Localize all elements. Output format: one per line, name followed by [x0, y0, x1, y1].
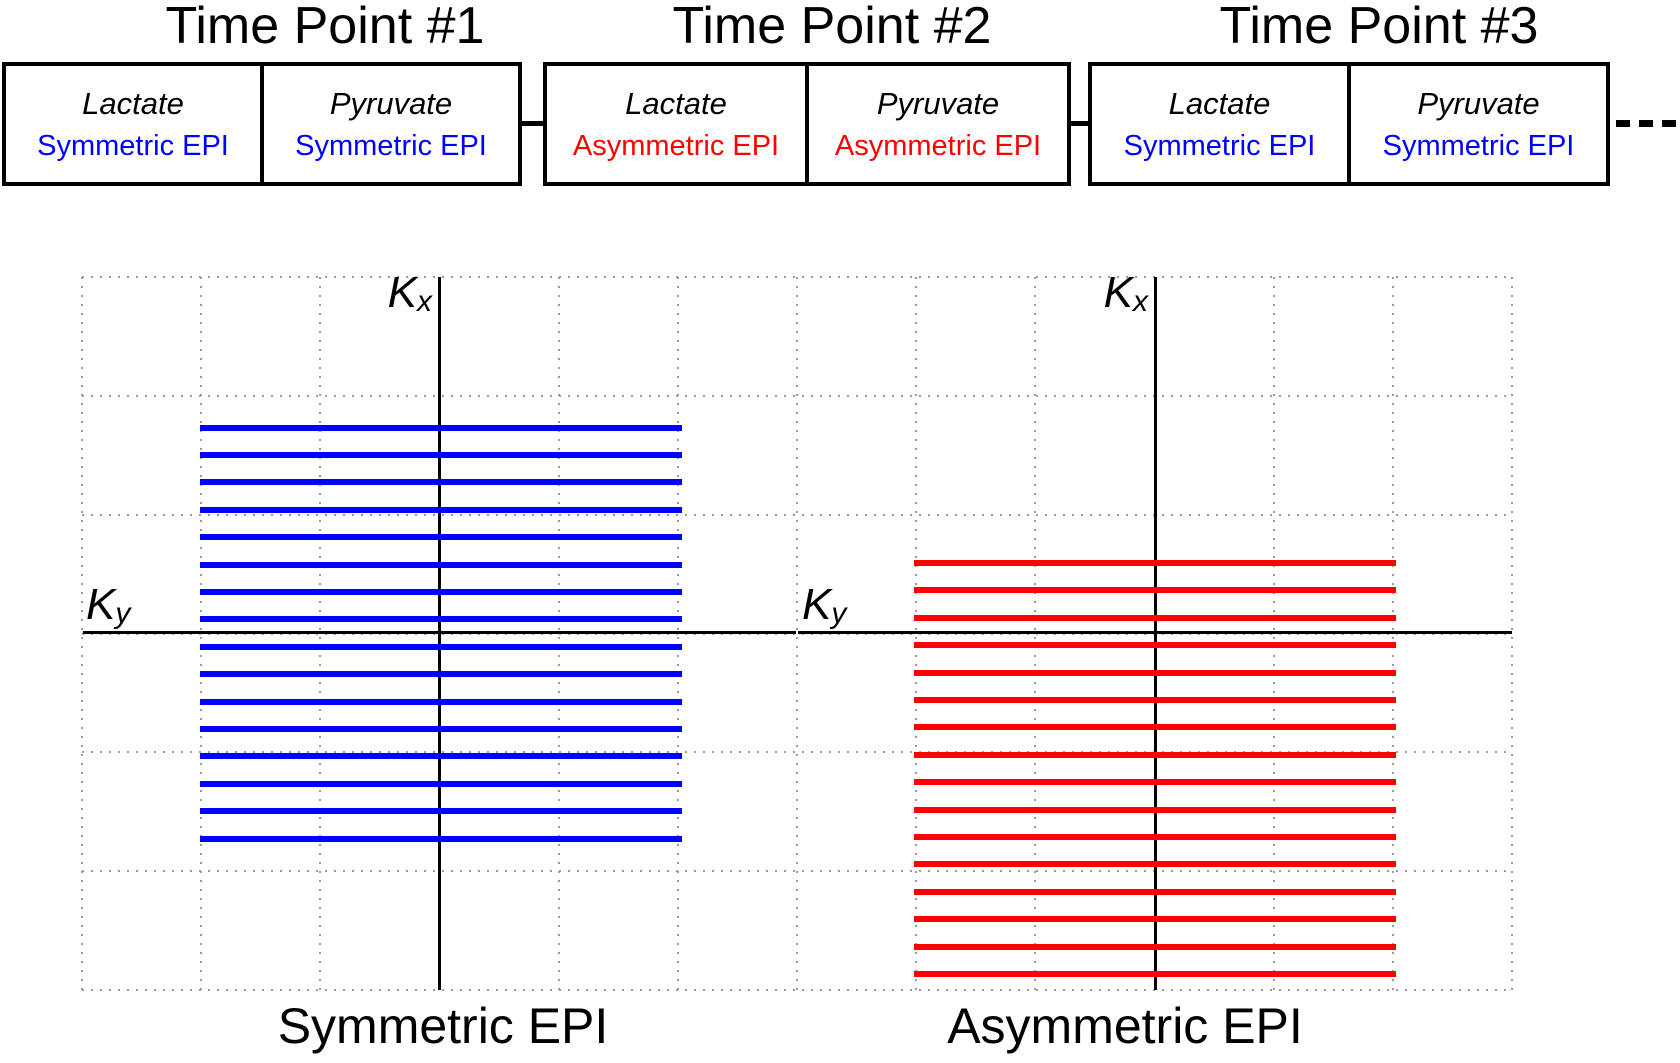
kspace-gridline-horizontal [82, 633, 1512, 635]
metabolite-label: Pyruvate [329, 85, 453, 121]
epi-readout-line [200, 753, 682, 759]
kspace-gridline-horizontal [82, 276, 1512, 278]
epi-readout-line [914, 752, 1396, 758]
epi-readout-line [200, 781, 682, 787]
metabolite-label: Pyruvate [876, 85, 1000, 121]
box-connector-line-1 [520, 121, 545, 126]
caption-symmetric-epi: Symmetric EPI [277, 998, 609, 1054]
caption-asymmetric-epi: Asymmetric EPI [947, 998, 1303, 1054]
kspace-gridline-horizontal [82, 870, 1512, 872]
epi-readout-line [914, 697, 1396, 703]
epi-readout-line [914, 807, 1396, 813]
epi-readout-line [914, 971, 1396, 977]
kx-label-asymmetric: Kx [1103, 268, 1148, 319]
kspace-gridline-horizontal [82, 514, 1512, 516]
ky-label-symmetric: Ky [86, 580, 131, 631]
sequence-cell-lactate: Lactate Asymmetric EPI [547, 66, 805, 182]
metabolite-label: Lactate [625, 85, 727, 121]
epi-readout-line [200, 836, 682, 842]
epi-type-label: Symmetric EPI [295, 129, 487, 162]
kx-label-symmetric: Kx [387, 268, 432, 319]
epi-readout-line [200, 479, 682, 485]
epi-readout-line [200, 452, 682, 458]
metabolite-label: Pyruvate [1417, 85, 1540, 121]
epi-readout-line [914, 834, 1396, 840]
sequence-cell-lactate: Lactate Symmetric EPI [6, 66, 260, 182]
epi-readout-line [200, 507, 682, 513]
sequence-continuation-dashes [1616, 120, 1680, 127]
kspace-gridline-vertical [1511, 277, 1513, 990]
epi-readout-line [200, 562, 682, 568]
epi-readout-line [200, 808, 682, 814]
epi-type-label: Asymmetric EPI [834, 129, 1042, 162]
epi-readout-line [200, 644, 682, 650]
epi-readout-line [200, 425, 682, 431]
time-point-box-2: Lactate Asymmetric EPI Pyruvate Asymmetr… [543, 62, 1071, 186]
metabolite-label: Lactate [1168, 85, 1271, 121]
epi-readout-line [914, 642, 1396, 648]
epi-readout-line [200, 534, 682, 540]
metabolite-label: Lactate [82, 85, 184, 121]
epi-readout-line [914, 560, 1396, 566]
epi-readout-line [914, 861, 1396, 867]
sequence-cell-lactate: Lactate Symmetric EPI [1092, 66, 1347, 182]
epi-type-label: Symmetric EPI [37, 129, 229, 162]
epi-type-label: Asymmetric EPI [572, 129, 780, 162]
epi-readout-line [200, 671, 682, 677]
epi-readout-line [200, 726, 682, 732]
time-point-title-1: Time Point #1 [165, 0, 485, 55]
epi-readout-line [914, 779, 1396, 785]
epi-readout-line [914, 724, 1396, 730]
epi-readout-line [200, 699, 682, 705]
epi-readout-line [914, 670, 1396, 676]
time-point-box-1: Lactate Symmetric EPI Pyruvate Symmetric… [2, 62, 522, 186]
sequence-cell-pyruvate: Pyruvate Symmetric EPI [260, 66, 518, 182]
epi-readout-line [914, 889, 1396, 895]
epi-readout-line [914, 615, 1396, 621]
sequence-cell-pyruvate: Pyruvate Symmetric EPI [1347, 66, 1606, 182]
epi-type-label: Symmetric EPI [1382, 129, 1575, 162]
box-connector-line-2 [1069, 121, 1090, 126]
time-point-title-2: Time Point #2 [672, 0, 992, 55]
epi-type-label: Symmetric EPI [1123, 129, 1316, 162]
kspace-gridline-horizontal [82, 395, 1512, 397]
epi-readout-line [200, 616, 682, 622]
ky-axis-asymmetric [798, 631, 1512, 634]
epi-readout-line [200, 589, 682, 595]
kspace-gridline-horizontal [82, 751, 1512, 753]
kspace-gridline-horizontal [82, 989, 1512, 991]
ky-axis-symmetric [83, 631, 796, 634]
epi-readout-line [914, 944, 1396, 950]
ky-label-asymmetric: Ky [802, 580, 847, 631]
time-point-box-3: Lactate Symmetric EPI Pyruvate Symmetric… [1088, 62, 1610, 186]
sequence-cell-pyruvate: Pyruvate Asymmetric EPI [805, 66, 1067, 182]
time-point-title-3: Time Point #3 [1219, 0, 1539, 55]
epi-readout-line [914, 587, 1396, 593]
epi-readout-line [914, 916, 1396, 922]
